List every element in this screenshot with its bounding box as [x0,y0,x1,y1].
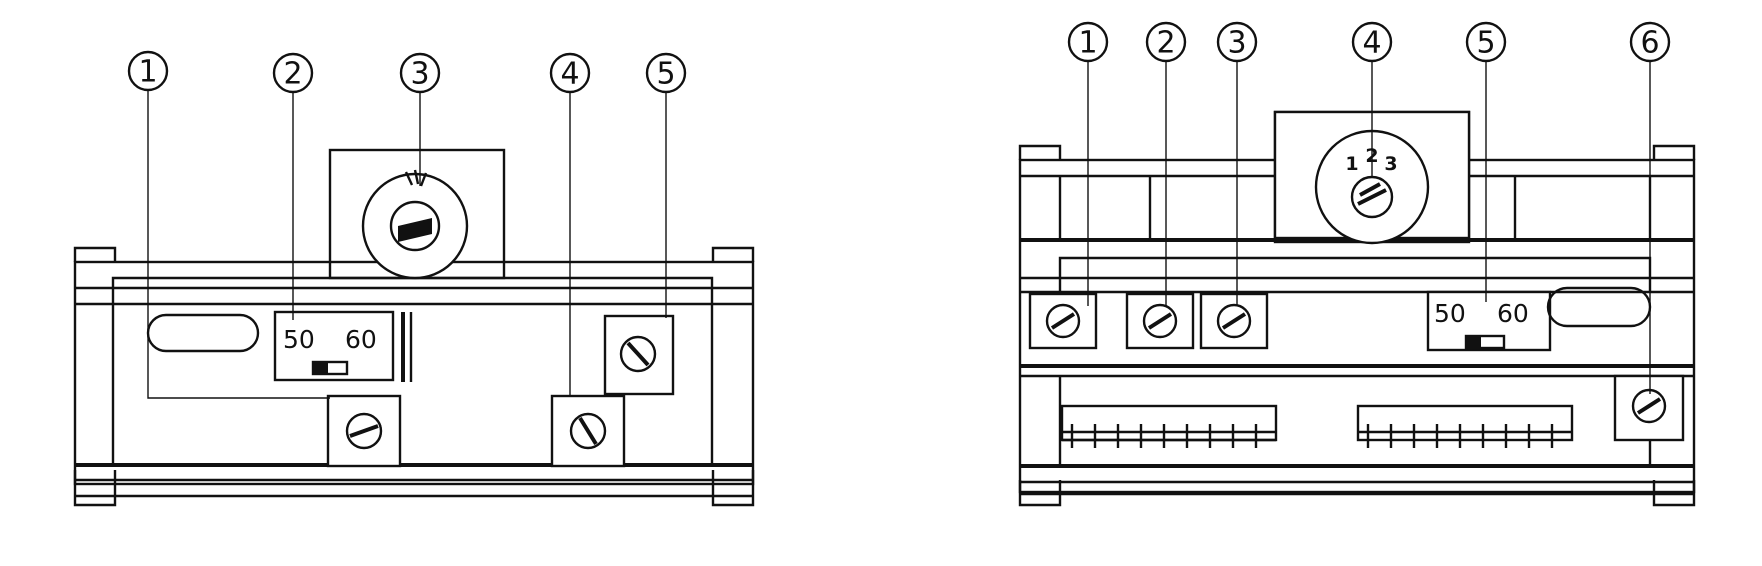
svg-text:5: 5 [656,57,675,92]
right-dial-mark-1: 1 [1345,153,1358,175]
right-callout-5: 5 [1465,21,1507,63]
right-dial-screw-icon [1350,175,1394,219]
left-freq-50-label: 50 [283,325,315,354]
right-callout-4: 4 [1351,21,1393,63]
svg-text:3: 3 [1227,26,1246,61]
left-callout-4: 4 [549,52,591,94]
svg-text:1: 1 [138,55,157,90]
svg-text:2: 2 [1156,26,1175,61]
right-freq-switch [1426,290,1552,352]
right-screw-icon-3 [1216,303,1252,339]
right-freq-60-label: 60 [1497,299,1529,328]
svg-text:4: 4 [560,57,579,92]
right-callout-3: 3 [1216,21,1258,63]
left-callout-3: 3 [399,52,441,94]
right-callout-6: 6 [1629,21,1671,63]
right-screw-icon-1 [1045,303,1081,339]
right-screw-box-1 [1028,292,1098,350]
svg-text:2: 2 [283,57,302,92]
right-callout-1: 1 [1067,21,1109,63]
right-callout-2: 2 [1145,21,1187,63]
left-callout-5: 5 [645,52,687,94]
right-terminal-strip-a [1060,404,1278,448]
left-screw-icon-a [345,412,383,450]
left-oval-slot [146,313,260,353]
right-terminal-strip-b [1356,404,1574,448]
left-freq-switch [273,310,395,382]
left-callout-1: 1 [127,50,169,92]
right-oval-slot [1546,286,1652,328]
svg-text:6: 6 [1640,26,1659,61]
left-freq-60-label: 60 [345,325,377,354]
left-screw-icon-c [619,335,657,373]
right-screw-icon-2 [1142,303,1178,339]
svg-text:1: 1 [1078,26,1097,61]
svg-text:4: 4 [1362,26,1381,61]
right-screw-icon-6 [1631,388,1667,424]
left-callout-2: 2 [272,52,314,94]
left-screw-icon-b [569,412,607,450]
right-device-diagram: 1 2 3 50 60 [1018,21,1696,507]
right-dial-mark-3: 3 [1384,153,1397,175]
svg-text:5: 5 [1476,26,1495,61]
svg-text:3: 3 [410,57,429,92]
right-freq-50-label: 50 [1434,299,1466,328]
left-device-diagram: 50 60 1 2 3 [73,50,755,507]
